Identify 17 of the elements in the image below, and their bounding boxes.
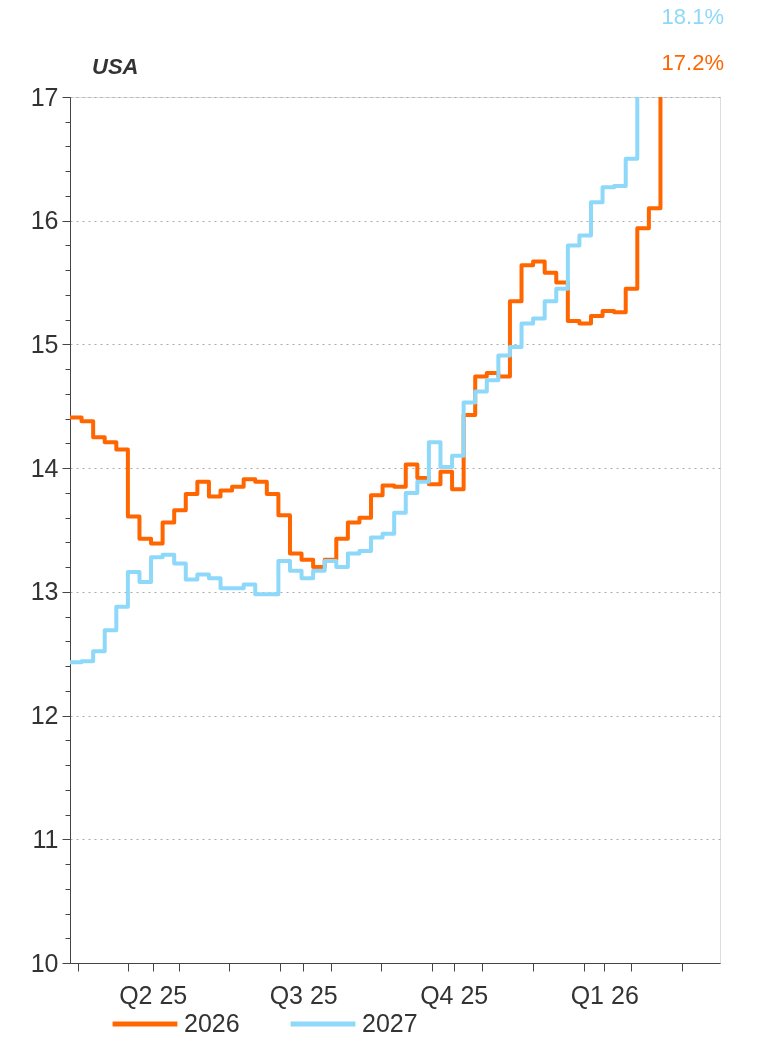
y-tick-label: 17 [30, 82, 59, 111]
y-tick-label: 14 [30, 453, 59, 482]
x-tick-label: Q3 25 [269, 980, 338, 1009]
legend-label: 2026 [184, 1009, 240, 1037]
y-tick-label: 10 [30, 948, 59, 977]
y-tick-label: 16 [30, 206, 59, 235]
legend-label: 2027 [362, 1009, 418, 1037]
x-tick-label: Q2 25 [119, 980, 188, 1009]
chart-title: USA [92, 54, 139, 79]
x-tick-label: Q4 25 [420, 980, 489, 1009]
y-tick-label: 11 [32, 824, 59, 853]
text: 18.1% [661, 4, 724, 29]
y-tick-label: 13 [30, 577, 59, 606]
text: 17.2% [661, 50, 724, 75]
y-tick-label: 15 [30, 329, 59, 358]
x-tick-label: Q1 26 [570, 980, 639, 1009]
y-tick-label: 12 [30, 701, 59, 730]
